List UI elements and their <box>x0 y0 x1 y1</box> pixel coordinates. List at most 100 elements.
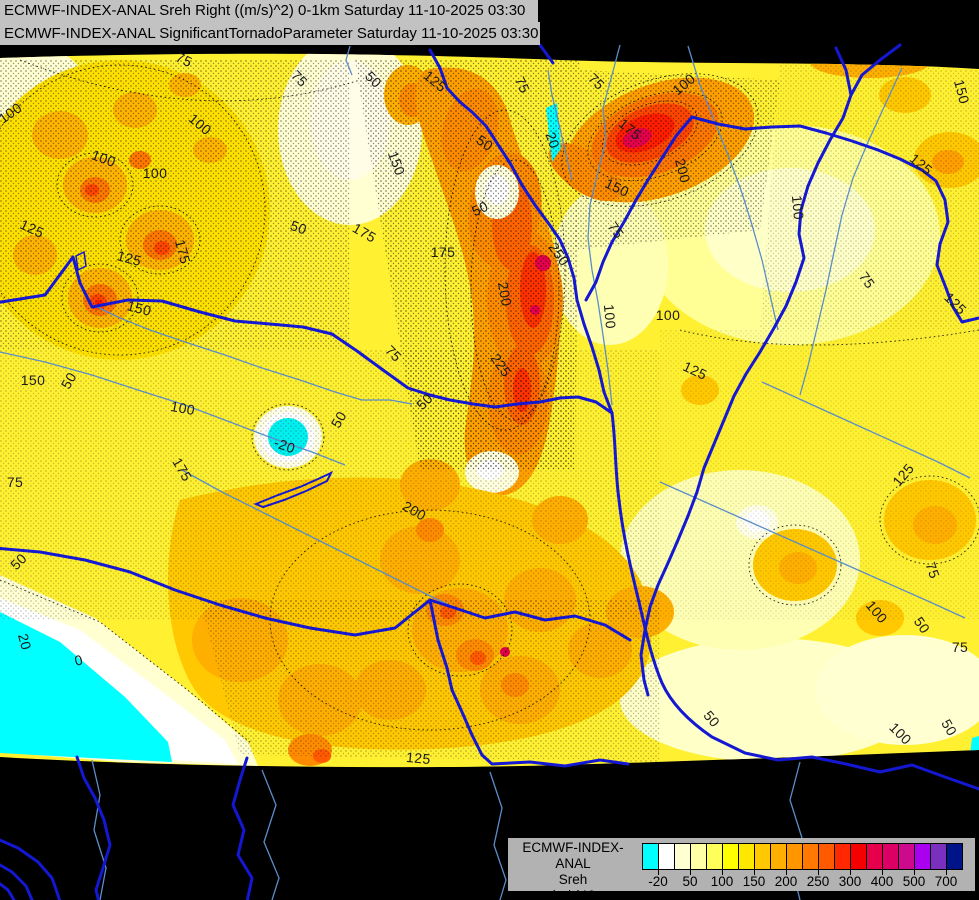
contour-label: 75 <box>173 49 195 70</box>
river-tisza <box>639 46 853 697</box>
cyan-minimum-band <box>0 612 172 762</box>
contour-label: 100 <box>601 304 619 330</box>
contour-label: 20 <box>15 632 35 652</box>
river-drava <box>0 546 632 642</box>
contour-label: 50 <box>911 614 933 637</box>
river-tisza-branch <box>849 43 902 97</box>
contour-label: 50 <box>58 369 80 391</box>
adriatic-coastline <box>0 838 61 900</box>
colorbar-tick-label: 100 <box>710 874 734 889</box>
colorbar-tick <box>946 870 947 875</box>
border-danube-north <box>0 255 614 415</box>
legend-units: (m/s)^2 <box>550 888 596 900</box>
colorbar-boxes <box>642 843 964 870</box>
contour-label: 125 <box>115 247 143 269</box>
contour-label: 150 <box>385 149 408 178</box>
lake-neusiedl <box>75 250 87 272</box>
contour-label: 20 <box>542 130 563 151</box>
country-borders <box>0 43 979 900</box>
contour-label: 50 <box>938 716 960 738</box>
colorbar-box <box>658 843 675 870</box>
colorbar-tick <box>818 870 819 875</box>
contour-label: 50 <box>469 198 491 219</box>
colorbar-tick <box>882 870 883 875</box>
contour-label: 50 <box>288 217 309 238</box>
lake-balaton <box>253 470 334 509</box>
colorbar-tick <box>690 870 691 875</box>
border-top-stub <box>538 43 555 65</box>
colorbar-box <box>802 843 819 870</box>
colorbar-tick <box>722 870 723 875</box>
contour-label: 75 <box>512 74 533 96</box>
legend-text-block: ECMWF-INDEX-ANAL Sreh (m/s)^2 <box>508 840 638 900</box>
contour-label: 175 <box>172 238 194 266</box>
legend-parameter: Sreh <box>558 872 588 887</box>
contour-label: 125 <box>406 749 432 767</box>
colorbar-box <box>818 843 835 870</box>
legend-title: ECMWF-INDEX-ANAL <box>522 840 624 871</box>
border-on-black-center <box>231 756 254 900</box>
colorbar-tick <box>754 870 755 875</box>
adriatic-island-1 <box>0 863 34 900</box>
colorbar-tick-label: 50 <box>682 874 698 889</box>
colorbar-box <box>850 843 867 870</box>
border-northeast-branch <box>584 115 694 302</box>
colorbar-box <box>914 843 931 870</box>
contour-label: 50 <box>474 132 497 154</box>
colorbar-tick <box>850 870 851 875</box>
colorbar-ticks: -20 50 100 150 200 250 300 400 500 700 <box>642 870 964 889</box>
contour-label: 0 <box>73 651 85 669</box>
colorbar-box <box>690 843 707 870</box>
colorbar-box <box>770 843 787 870</box>
contour-label: 150 <box>951 78 973 106</box>
colorbar-box <box>674 843 691 870</box>
contour-label: 50 <box>328 408 350 430</box>
contour-label: 100 <box>656 307 681 323</box>
colorbar-tick-label: 150 <box>742 874 766 889</box>
legend: ECMWF-INDEX-ANAL Sreh (m/s)^2 -20 50 100 15… <box>508 838 975 900</box>
contour-label: 200 <box>495 281 515 308</box>
sreh-fill-contours <box>0 53 979 768</box>
colorbar-tick <box>914 870 915 875</box>
contour-label: 75 <box>922 560 943 581</box>
border-south <box>428 598 630 768</box>
border-northeast <box>690 115 979 324</box>
colorbar-box <box>834 843 851 870</box>
lakes <box>75 250 334 509</box>
colorbar-tick-label: 200 <box>774 874 798 889</box>
contour-label: 75 <box>856 269 878 292</box>
contour-label: 150 <box>125 297 153 319</box>
contour-label: 100 <box>143 165 168 181</box>
stipple-overlay <box>0 60 979 762</box>
colorbar-box <box>786 843 803 870</box>
adriatic-island-2 <box>0 881 16 900</box>
border-on-black-west <box>75 755 112 900</box>
contour-label: -20 <box>272 434 298 456</box>
colorbar-tick-label: 250 <box>806 874 830 889</box>
colorbar-box <box>882 843 899 870</box>
colorbar-tick <box>786 870 787 875</box>
colorbar-box <box>930 843 947 870</box>
colorbar-tick-label: 300 <box>838 874 862 889</box>
contour-label: 100 <box>789 195 807 221</box>
colorbar-box <box>946 843 963 870</box>
contour-label: 100 <box>169 398 196 418</box>
colorbar-box <box>642 843 659 870</box>
colorbar-tick <box>658 870 659 875</box>
title-bar-stp: ECMWF-INDEX-ANAL SignificantTornadoParam… <box>0 22 540 45</box>
contour-label: 150 <box>21 372 46 388</box>
colorbar-tick-label: 700 <box>934 874 958 889</box>
colorbar-tick-label: -20 <box>648 874 668 889</box>
colorbar: -20 50 100 150 200 250 300 400 500 700 <box>642 843 964 889</box>
contour-label: 200 <box>672 157 694 185</box>
contour-label: 100 <box>89 147 118 170</box>
border-danube-south <box>610 411 979 791</box>
colorbar-box <box>754 843 771 870</box>
title-bar-sreh: ECMWF-INDEX-ANAL Sreh Right ((m/s)^2) 0-… <box>0 0 538 22</box>
rivers <box>0 44 971 900</box>
border-north-hills <box>428 48 614 415</box>
colorbar-box <box>738 843 755 870</box>
colorbar-box <box>898 843 915 870</box>
